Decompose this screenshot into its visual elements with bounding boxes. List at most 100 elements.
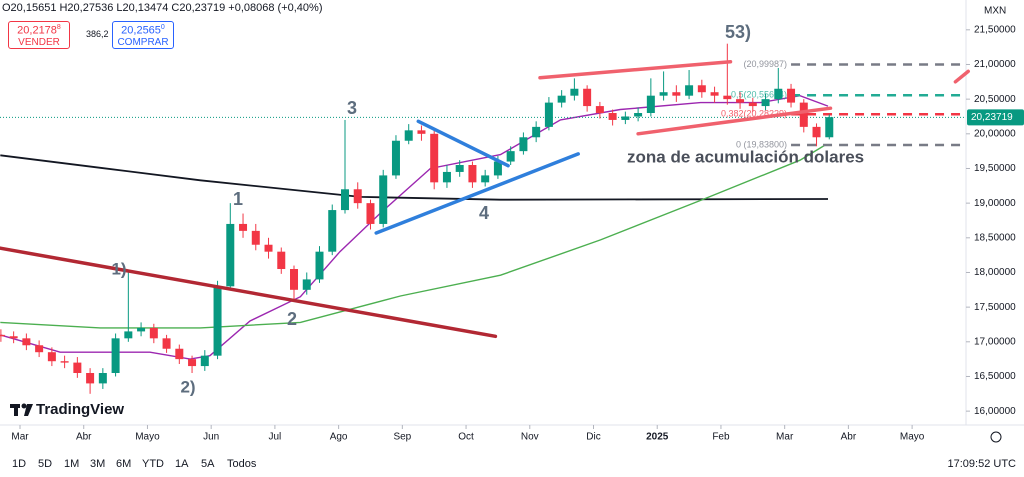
candle-body [353,189,362,204]
buy-button[interactable]: 20,25650 COMPRAR [112,21,174,49]
annotation: 1 [233,189,243,209]
candle-body [442,171,451,183]
x-tick-label: Ago [330,432,348,443]
x-tick-label: Mayo [135,432,160,443]
fib-label: (20,99987) [743,59,787,69]
trendline [0,246,498,339]
range-button[interactable]: YTD [142,458,164,470]
y-tick-label: 16,00000 [974,406,1016,417]
candle-body [634,113,643,117]
sell-button[interactable]: 20,21788 VENDER [8,21,70,49]
range-button[interactable]: 5A [201,458,215,470]
candle-body [391,140,400,176]
range-button[interactable]: 1D [12,458,27,470]
x-tick-label: Mayo [900,432,925,443]
x-tick-label: Sep [393,432,411,443]
candle-body [787,88,796,103]
x-tick-label: Nov [521,432,539,443]
candle-body [9,336,18,339]
annotation: 53) [725,22,751,42]
candle-body [455,165,464,172]
x-tick-label: Oct [458,432,474,443]
x-tick-label: Dic [586,432,600,443]
candle-body [124,331,133,339]
y-tick-label: 17,50000 [974,302,1016,313]
buy-sup: 0 [160,24,165,31]
range-button[interactable]: 5D [38,458,53,470]
candle-body [621,116,630,120]
candle-body [672,92,681,96]
fib-label: 0 (19,83800) [736,139,787,149]
candle-body [22,338,31,346]
range-button[interactable]: 6M [116,458,132,470]
trendline [416,119,510,168]
x-tick-label: Mar [776,432,794,443]
currency: MXN [984,6,1006,17]
candle-body [213,286,222,356]
candle-body [812,126,821,138]
y-tick-label: 19,00000 [974,198,1016,209]
candle-body [98,373,107,384]
candle-body [710,92,719,96]
candle-body [226,223,235,287]
range-button[interactable]: 1M [64,458,80,470]
moving-average [0,94,829,360]
fib-label: 0,382(20,28229) [721,109,787,119]
spread: 386,2 [86,29,109,39]
annotation: 3 [347,98,357,118]
y-tick-label: 18,00000 [974,267,1016,278]
y-tick-label: 21,50000 [974,24,1016,35]
sell-label: VENDER [18,36,60,48]
price-tag [967,109,1024,126]
annotation: zona de acumulación dolares [627,147,864,166]
chart: MXN TradingView 16,00000 16,50000 17,00000… [0,0,1024,443]
moving-average [0,154,829,201]
candle-body [736,99,745,103]
settings-icon[interactable] [990,431,1002,443]
buy-price: 20,2565 [121,24,161,37]
y-tick-label: 16,50000 [974,371,1016,382]
candle-body [162,338,171,349]
logo: TradingView [10,401,124,418]
candle-body [519,137,528,152]
annotation: 4 [479,203,489,223]
range-button[interactable]: 1A [175,458,189,470]
candle-body [468,165,477,183]
candle-body [544,102,553,127]
range-button[interactable]: 3M [90,458,106,470]
candle-body [646,95,655,114]
candle-body [73,362,82,374]
fib-label: 0,5(20,55604) [731,90,787,100]
logo-text: TradingView [36,401,124,418]
candle-body [748,102,757,107]
candle-body [481,175,490,183]
sell-price: 20,2178 [17,24,57,37]
candle-body [532,126,541,138]
range-button[interactable]: Todos [227,458,257,470]
x-tick-label: 2025 [646,432,669,443]
candle-body [608,113,617,120]
x-tick-label: Mar [11,432,29,443]
candle-body [188,359,197,367]
candle-body [277,251,286,270]
candle-body [366,203,375,224]
candle-body [35,345,44,353]
candle-body [825,117,834,138]
candle-body [86,373,95,384]
sell-sup: 8 [56,24,61,31]
candle-body [239,223,248,231]
annotation: 1) [111,259,126,278]
candle-body [723,95,732,100]
candle-body [379,175,388,224]
moving-average [0,144,826,329]
candle-body [149,327,158,339]
candle-body [302,279,311,290]
candle-body [557,95,566,103]
buy-label: COMPRAR [117,36,169,48]
candle-body [200,355,209,367]
candle-body [0,334,5,337]
candle-body [595,106,604,114]
y-tick-label: 17,00000 [974,336,1016,347]
candle-body [799,102,808,127]
